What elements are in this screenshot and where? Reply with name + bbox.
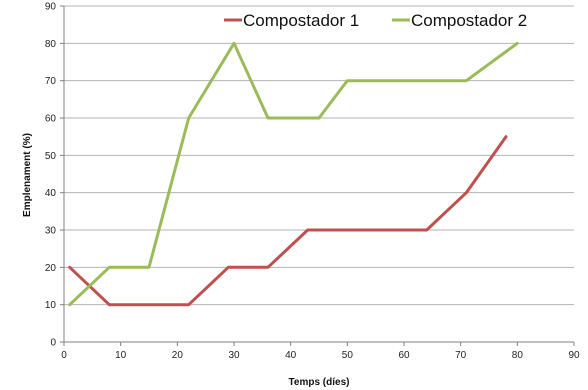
x-tick-label-80: 80 xyxy=(512,350,524,361)
x-axis-title: Temps (díes) xyxy=(289,377,350,388)
x-tick-label-90: 90 xyxy=(568,350,580,361)
y-tick-label-90: 90 xyxy=(45,2,57,13)
y-tick-label-50: 50 xyxy=(45,151,57,162)
y-tick-label-10: 10 xyxy=(45,300,57,311)
grid-lines xyxy=(64,5,574,306)
y-tick-label-80: 80 xyxy=(45,39,57,50)
y-tick-label-40: 40 xyxy=(45,188,57,199)
legend: Compostador 1 Compostador 2 xyxy=(224,11,527,30)
series-lines xyxy=(68,41,519,307)
x-tick-label-0: 0 xyxy=(61,350,67,361)
legend-label-2: Compostador 2 xyxy=(411,11,527,30)
axes xyxy=(60,5,575,346)
y-tick-label-30: 30 xyxy=(45,226,57,237)
x-tick-label-30: 30 xyxy=(228,350,240,361)
y-tick-label-20: 20 xyxy=(45,263,57,274)
legend-label-1: Compostador 1 xyxy=(243,11,359,30)
x-tick-label-40: 40 xyxy=(285,350,297,361)
y-tick-label-70: 70 xyxy=(45,76,57,87)
series-line-2 xyxy=(68,41,519,307)
y-tick-label-60: 60 xyxy=(45,114,57,125)
x-tick-labels: 0 10 20 30 40 50 60 70 80 90 xyxy=(61,350,580,361)
y-tick-label-0: 0 xyxy=(50,338,56,349)
x-tick-label-10: 10 xyxy=(115,350,127,361)
x-tick-label-50: 50 xyxy=(342,350,354,361)
x-tick-label-70: 70 xyxy=(455,350,467,361)
x-tick-label-20: 20 xyxy=(172,350,184,361)
y-axis-title: Emplenament (%) xyxy=(22,133,33,217)
series-line-1 xyxy=(68,135,508,307)
x-tick-label-60: 60 xyxy=(398,350,410,361)
y-tick-labels: 0 10 20 30 40 50 60 70 80 90 xyxy=(45,2,57,349)
